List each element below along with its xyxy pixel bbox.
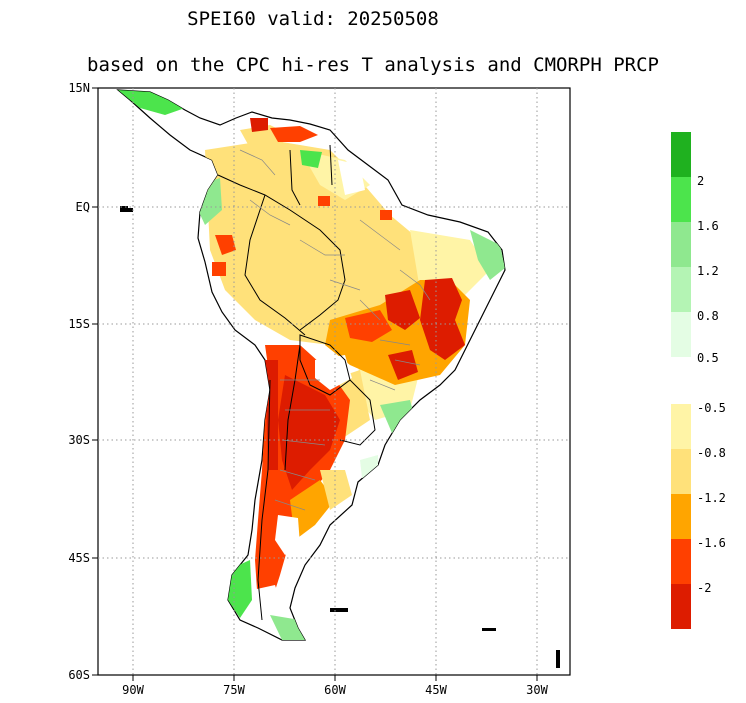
lat-label: 30S [68, 433, 90, 447]
legend-label: -1.6 [697, 536, 726, 550]
legend-swatch [671, 177, 691, 222]
legend-swatch [671, 539, 691, 584]
lon-label: 45W [425, 683, 447, 697]
legend-label: -0.5 [697, 401, 726, 415]
lon-label: 75W [223, 683, 245, 697]
legend-swatch [671, 132, 691, 177]
map-subtitle: based on the CPC hi-res T analysis and C… [87, 54, 659, 76]
legend-label: 1.2 [697, 264, 719, 278]
legend-wet: 2 1.6 1.2 0.8 0.5 [671, 132, 719, 365]
axis-ticks [92, 87, 538, 681]
legend-swatch [671, 494, 691, 539]
lat-label: 15S [68, 317, 90, 331]
islands [120, 206, 560, 668]
legend-swatch [671, 404, 691, 449]
legend-swatch [671, 222, 691, 267]
legend-label: -0.8 [697, 446, 726, 460]
legend-swatch [671, 584, 691, 629]
map-title: SPEI60 valid: 20250508 [187, 8, 439, 30]
lat-label: 15N [68, 81, 90, 95]
lon-label: 30W [526, 683, 548, 697]
lat-label: 60S [68, 668, 90, 682]
legend-label: -1.2 [697, 491, 726, 505]
lon-label: 60W [324, 683, 346, 697]
lat-label: 45S [68, 551, 90, 565]
country-borders [217, 144, 376, 621]
legend-swatch [671, 267, 691, 312]
legend-label: -2 [697, 581, 711, 595]
legend-label: 0.5 [697, 351, 719, 365]
lat-label: EQ [76, 200, 90, 214]
legend-label: 0.8 [697, 309, 719, 323]
legend-dry: -0.5 -0.8 -1.2 -1.6 -2 [671, 401, 726, 629]
legend-label: 1.6 [697, 219, 719, 233]
state-borders [239, 149, 431, 511]
lat-labels: 15N EQ 15S 30S 45S 60S [68, 81, 90, 682]
legend-swatch [671, 312, 691, 357]
legend-label: 2 [697, 174, 704, 188]
graticule [98, 88, 570, 675]
legend-swatch [671, 449, 691, 494]
lon-labels: 90W 75W 60W 45W 30W [122, 683, 548, 697]
lon-label: 90W [122, 683, 144, 697]
